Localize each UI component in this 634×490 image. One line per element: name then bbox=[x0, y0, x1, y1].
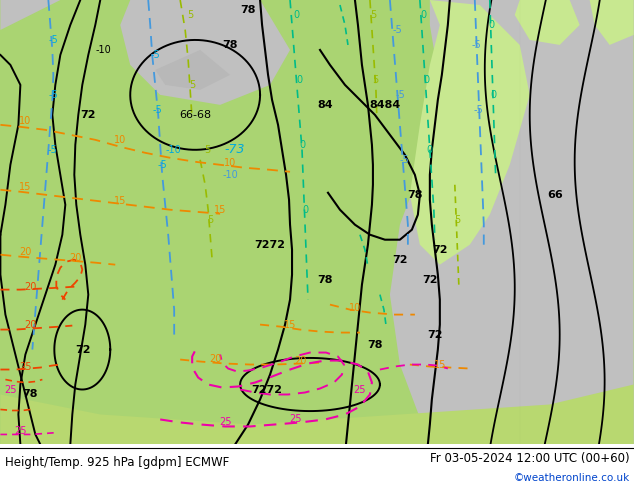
Text: 78: 78 bbox=[23, 390, 38, 399]
Text: 20: 20 bbox=[69, 253, 82, 263]
Text: -5: -5 bbox=[392, 25, 402, 35]
Text: 8484: 8484 bbox=[369, 100, 401, 110]
Text: -10: -10 bbox=[95, 45, 111, 55]
Text: 20: 20 bbox=[24, 282, 37, 292]
Text: 84: 84 bbox=[317, 100, 333, 110]
Polygon shape bbox=[1, 0, 60, 30]
Text: 25: 25 bbox=[354, 385, 366, 394]
Text: 5: 5 bbox=[454, 215, 460, 225]
Text: 15: 15 bbox=[114, 196, 126, 206]
Text: 72: 72 bbox=[432, 245, 448, 255]
Text: 25: 25 bbox=[288, 415, 301, 424]
Text: -5: -5 bbox=[152, 105, 162, 115]
Text: 78: 78 bbox=[407, 190, 423, 200]
Text: 0: 0 bbox=[491, 90, 497, 100]
Text: -5: -5 bbox=[48, 90, 58, 100]
Text: 5: 5 bbox=[204, 145, 210, 155]
Text: 20: 20 bbox=[19, 246, 32, 257]
Polygon shape bbox=[590, 0, 633, 45]
Text: 0: 0 bbox=[421, 10, 427, 20]
Text: -5: -5 bbox=[472, 40, 482, 50]
Text: 0: 0 bbox=[302, 205, 308, 215]
Text: 66: 66 bbox=[547, 190, 562, 200]
Text: 10: 10 bbox=[349, 303, 361, 313]
Text: 25: 25 bbox=[14, 426, 27, 437]
Text: -5: -5 bbox=[157, 160, 167, 170]
Polygon shape bbox=[410, 0, 530, 265]
Text: -5: -5 bbox=[48, 145, 57, 155]
Text: 20: 20 bbox=[24, 319, 37, 330]
Text: 0: 0 bbox=[424, 75, 430, 85]
Text: 7272: 7272 bbox=[252, 385, 283, 394]
Text: 0: 0 bbox=[299, 140, 305, 150]
Text: ©weatheronline.co.uk: ©weatheronline.co.uk bbox=[514, 473, 630, 483]
Polygon shape bbox=[1, 385, 633, 444]
Text: 15: 15 bbox=[214, 205, 226, 215]
Text: -5: -5 bbox=[474, 105, 484, 115]
Text: 20: 20 bbox=[209, 354, 221, 364]
Text: -10: -10 bbox=[165, 145, 181, 155]
Text: 5: 5 bbox=[372, 75, 378, 85]
Text: 5: 5 bbox=[207, 215, 213, 225]
Polygon shape bbox=[1, 0, 633, 444]
Text: 20: 20 bbox=[294, 356, 306, 366]
Text: 0: 0 bbox=[293, 10, 299, 20]
Text: 78: 78 bbox=[367, 340, 383, 349]
Text: 78: 78 bbox=[240, 5, 256, 15]
Text: 25: 25 bbox=[19, 362, 32, 371]
Text: -73: -73 bbox=[225, 143, 245, 156]
Text: 72: 72 bbox=[392, 255, 408, 265]
Text: 5: 5 bbox=[189, 80, 195, 90]
Text: 15: 15 bbox=[284, 319, 296, 330]
Polygon shape bbox=[155, 50, 230, 90]
Text: 66-68: 66-68 bbox=[179, 110, 211, 120]
Polygon shape bbox=[390, 0, 633, 444]
Text: 15: 15 bbox=[19, 182, 32, 192]
Text: 25: 25 bbox=[4, 385, 16, 394]
Text: -5: -5 bbox=[395, 90, 404, 100]
Text: 72: 72 bbox=[422, 274, 437, 285]
Text: -10: -10 bbox=[223, 170, 238, 180]
Text: 0: 0 bbox=[427, 145, 433, 155]
Text: 78: 78 bbox=[223, 40, 238, 50]
Text: 5: 5 bbox=[370, 10, 376, 20]
Text: 78: 78 bbox=[317, 274, 333, 285]
Text: 5: 5 bbox=[187, 10, 193, 20]
Text: 15: 15 bbox=[434, 360, 446, 369]
Text: Fr 03-05-2024 12:00 UTC (00+60): Fr 03-05-2024 12:00 UTC (00+60) bbox=[430, 452, 630, 465]
Text: 0: 0 bbox=[296, 75, 302, 85]
Text: 72: 72 bbox=[427, 330, 443, 340]
Text: 10: 10 bbox=[114, 135, 126, 145]
Text: 72: 72 bbox=[75, 344, 91, 355]
Text: -5: -5 bbox=[48, 35, 58, 45]
Text: Height/Temp. 925 hPa [gdpm] ECMWF: Height/Temp. 925 hPa [gdpm] ECMWF bbox=[5, 456, 230, 469]
Text: 10: 10 bbox=[224, 158, 236, 168]
Text: 72: 72 bbox=[81, 110, 96, 120]
Polygon shape bbox=[120, 0, 290, 105]
Text: -5: -5 bbox=[400, 155, 410, 165]
Polygon shape bbox=[515, 0, 579, 45]
Text: 7272: 7272 bbox=[255, 240, 285, 250]
Text: -5: -5 bbox=[150, 50, 160, 60]
Text: 0: 0 bbox=[489, 20, 495, 30]
Text: 10: 10 bbox=[19, 116, 32, 126]
Text: 25: 25 bbox=[219, 417, 231, 427]
